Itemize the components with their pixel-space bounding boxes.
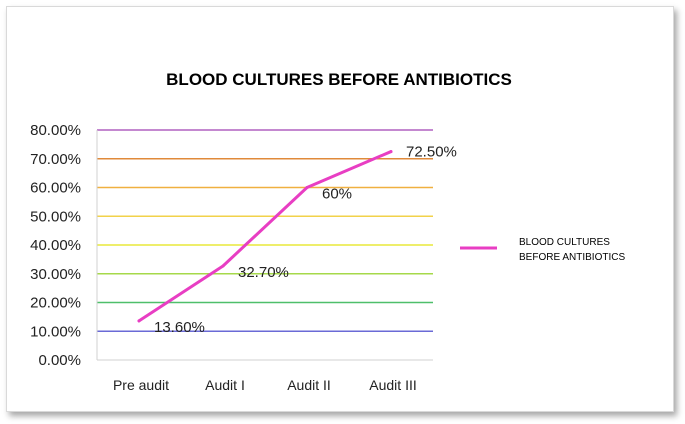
y-tick-label: 50.00% <box>30 208 81 225</box>
y-tick-label: 40.00% <box>30 237 81 254</box>
data-point <box>389 150 393 154</box>
y-tick-label: 60.00% <box>30 180 81 197</box>
data-point <box>221 264 225 268</box>
chart-frame <box>6 6 674 412</box>
legend: BLOOD CULTURES BEFORE ANTIBIOTICS <box>460 237 625 263</box>
x-tick-label: Audit I <box>205 377 245 393</box>
legend-label: BLOOD CULTURES <box>519 237 610 248</box>
data-label: 60% <box>322 186 352 203</box>
y-tick-label: 20.00% <box>30 295 81 312</box>
chart-title: BLOOD CULTURES BEFORE ANTIBIOTICS <box>166 70 512 89</box>
data-label: 32.70% <box>238 264 289 281</box>
data-point <box>305 186 309 189</box>
y-axis-ticks: 0.00% 10.00% 20.00% 30.00% 40.00% 50.00% 60.00… <box>30 122 81 369</box>
data-label: 13.60% <box>154 319 205 336</box>
data-label: 72.50% <box>406 144 457 161</box>
gridlines <box>96 129 433 361</box>
y-tick-label: 0.00% <box>38 352 81 369</box>
x-tick-label: Audit III <box>369 377 416 393</box>
x-tick-label: Audit II <box>287 377 331 393</box>
series-group: 13.60% 32.70% 60% 72.50% <box>137 144 457 336</box>
x-tick-label: Pre audit <box>113 377 169 393</box>
series-line <box>137 150 393 323</box>
legend-label: BEFORE ANTIBIOTICS <box>519 252 625 263</box>
y-tick-label: 30.00% <box>30 266 81 283</box>
y-tick-label: 10.00% <box>30 323 81 340</box>
y-tick-label: 70.00% <box>30 151 81 168</box>
y-tick-label: 80.00% <box>30 122 81 139</box>
data-point <box>137 319 141 323</box>
x-axis-ticks: Pre audit Audit I Audit II Audit III <box>113 377 417 393</box>
